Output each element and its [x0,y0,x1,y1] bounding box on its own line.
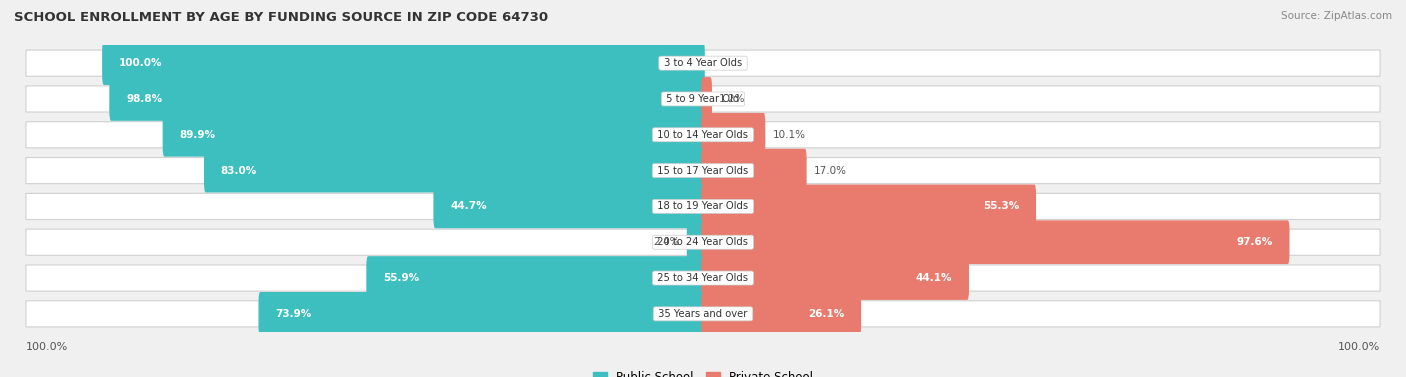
FancyBboxPatch shape [204,149,704,192]
FancyBboxPatch shape [25,301,1381,327]
FancyBboxPatch shape [702,292,860,336]
Text: 100.0%: 100.0% [120,58,163,68]
FancyBboxPatch shape [433,185,704,228]
FancyBboxPatch shape [367,256,704,300]
Text: 10.1%: 10.1% [772,130,806,140]
Text: 55.3%: 55.3% [983,201,1019,211]
FancyBboxPatch shape [702,113,765,156]
Text: 100.0%: 100.0% [27,342,69,352]
FancyBboxPatch shape [25,122,1381,148]
Text: Source: ZipAtlas.com: Source: ZipAtlas.com [1281,11,1392,21]
Text: 97.6%: 97.6% [1236,237,1272,247]
Text: 26.1%: 26.1% [808,309,845,319]
Text: 15 to 17 Year Olds: 15 to 17 Year Olds [654,166,752,176]
Text: 18 to 19 Year Olds: 18 to 19 Year Olds [654,201,752,211]
FancyBboxPatch shape [25,86,1381,112]
FancyBboxPatch shape [702,256,969,300]
FancyBboxPatch shape [686,221,704,264]
Text: 20 to 24 Year Olds: 20 to 24 Year Olds [654,237,752,247]
FancyBboxPatch shape [702,77,711,121]
Text: 25 to 34 Year Olds: 25 to 34 Year Olds [654,273,752,283]
Text: 55.9%: 55.9% [382,273,419,283]
FancyBboxPatch shape [702,149,807,192]
FancyBboxPatch shape [163,113,704,156]
Text: 98.8%: 98.8% [127,94,162,104]
Text: 5 to 9 Year Old: 5 to 9 Year Old [664,94,742,104]
FancyBboxPatch shape [25,229,1381,255]
FancyBboxPatch shape [702,221,1289,264]
Text: 1.2%: 1.2% [720,94,745,104]
FancyBboxPatch shape [110,77,704,121]
Text: 44.7%: 44.7% [450,201,486,211]
Text: 10 to 14 Year Olds: 10 to 14 Year Olds [654,130,752,140]
Text: 89.9%: 89.9% [180,130,215,140]
Text: 17.0%: 17.0% [814,166,846,176]
FancyBboxPatch shape [103,41,704,85]
Text: 35 Years and over: 35 Years and over [655,309,751,319]
FancyBboxPatch shape [25,158,1381,184]
FancyBboxPatch shape [702,185,1036,228]
Text: SCHOOL ENROLLMENT BY AGE BY FUNDING SOURCE IN ZIP CODE 64730: SCHOOL ENROLLMENT BY AGE BY FUNDING SOUR… [14,11,548,24]
FancyBboxPatch shape [25,50,1381,76]
Text: 83.0%: 83.0% [221,166,257,176]
FancyBboxPatch shape [25,193,1381,219]
Text: 2.4%: 2.4% [654,237,679,247]
Text: 44.1%: 44.1% [915,273,952,283]
Text: 100.0%: 100.0% [1337,342,1379,352]
FancyBboxPatch shape [259,292,704,336]
Text: 73.9%: 73.9% [276,309,312,319]
FancyBboxPatch shape [25,265,1381,291]
Legend: Public School, Private School: Public School, Private School [588,366,818,377]
Text: 3 to 4 Year Olds: 3 to 4 Year Olds [661,58,745,68]
